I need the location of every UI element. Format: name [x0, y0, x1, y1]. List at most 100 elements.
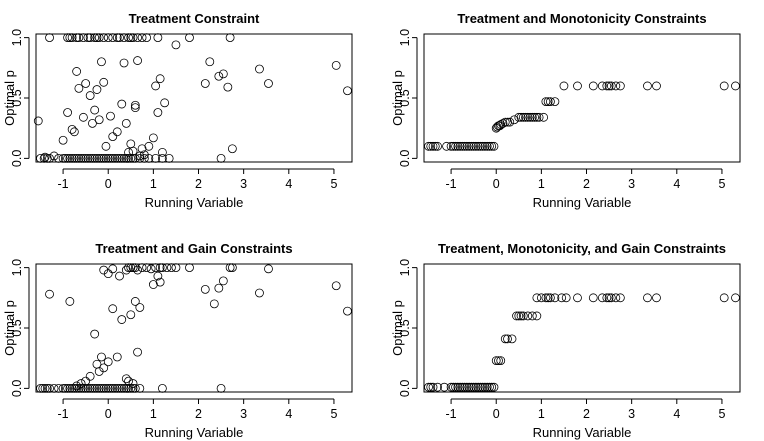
x-tick-label: 3: [240, 407, 247, 421]
data-point: [451, 382, 461, 392]
data-point: [126, 310, 136, 320]
x-tick-label: -1: [58, 407, 69, 421]
data-point: [60, 383, 70, 393]
data-point: [101, 141, 111, 151]
data-point: [453, 141, 463, 151]
data-point: [611, 81, 621, 91]
x-tick-label: 0: [105, 407, 112, 421]
x-tick-label: 0: [493, 407, 500, 421]
data-point: [76, 379, 86, 388]
data-point: [541, 293, 551, 303]
data-point: [108, 304, 118, 314]
data-point: [157, 147, 167, 157]
data-point: [97, 383, 106, 393]
data-point: [97, 153, 106, 163]
data-point: [157, 383, 167, 393]
data-point: [121, 118, 131, 128]
data-point: [94, 33, 104, 43]
data-point: [108, 33, 118, 43]
data-point: [112, 153, 122, 163]
data-point: [512, 311, 521, 321]
data-point: [60, 153, 70, 163]
data-point: [225, 33, 235, 43]
data-point: [153, 271, 163, 281]
data-point: [214, 283, 224, 293]
data-point: [185, 33, 194, 43]
data-point: [133, 33, 142, 43]
data-point: [128, 379, 138, 388]
data-point: [58, 383, 68, 393]
data-point: [489, 382, 499, 392]
data-point: [255, 64, 264, 74]
data-point: [99, 363, 109, 373]
data-point: [451, 141, 461, 151]
data-point: [485, 382, 494, 392]
data-point: [65, 383, 75, 393]
data-point: [99, 383, 109, 393]
data-point: [482, 382, 492, 392]
data-point: [573, 293, 582, 303]
chart-title: Treatment and Monotonicity Constraints: [457, 11, 706, 26]
data-point: [40, 152, 50, 162]
data-point: [69, 127, 79, 137]
data-point: [200, 284, 210, 294]
data-point: [223, 82, 233, 92]
data-point: [130, 100, 140, 110]
data-point: [487, 382, 497, 392]
data-point: [67, 33, 77, 43]
data-point: [541, 97, 551, 107]
data-point: [460, 141, 470, 151]
data-point: [110, 383, 120, 393]
data-point: [518, 311, 528, 321]
data-point: [457, 141, 467, 151]
data-point: [124, 153, 133, 163]
plot-frame: [423, 33, 741, 163]
data-point: [103, 33, 113, 43]
data-point: [79, 153, 88, 163]
data-point: [67, 383, 77, 393]
data-point: [117, 383, 127, 393]
data-point: [139, 150, 149, 160]
data-point: [42, 383, 52, 393]
data-point: [126, 139, 136, 149]
data-point: [469, 141, 479, 151]
data-point: [112, 127, 122, 137]
data-point: [130, 383, 140, 393]
data-point: [331, 281, 341, 291]
data-point: [539, 112, 549, 122]
data-point: [85, 383, 95, 393]
data-point: [126, 263, 136, 273]
data-point: [97, 57, 106, 67]
data-point: [164, 153, 174, 163]
data-point: [473, 141, 483, 151]
data-point: [81, 376, 91, 386]
data-point: [81, 153, 91, 163]
y-tick-label: 1.0: [10, 259, 24, 276]
data-point: [112, 352, 122, 362]
x-tick-label: 2: [583, 177, 590, 191]
data-point: [85, 91, 95, 100]
data-point: [45, 383, 54, 393]
data-point: [433, 141, 442, 151]
x-axis-label: Running Variable: [533, 425, 632, 440]
data-point: [130, 297, 140, 306]
y-tick-label: 1.0: [398, 29, 412, 46]
data-point: [530, 112, 539, 122]
data-point: [480, 141, 490, 151]
data-point: [119, 153, 129, 163]
data-point: [588, 81, 598, 91]
data-point: [643, 81, 652, 91]
data-point: [148, 133, 158, 143]
data-point: [133, 56, 142, 65]
data-point: [54, 153, 63, 163]
data-point: [473, 382, 483, 392]
y-tick-label: 0.5: [10, 89, 24, 106]
data-point: [63, 108, 72, 117]
chart-panel-3: Treatment and Gain Constraints -1 0 1 2 3 4 5 Ru…: [2, 241, 353, 440]
data-point: [124, 263, 133, 273]
data-point: [108, 264, 118, 274]
x-tick-label: -1: [446, 407, 457, 421]
data-point: [92, 85, 102, 94]
y-tick-label: 0.0: [10, 380, 24, 397]
data-point: [516, 112, 526, 122]
